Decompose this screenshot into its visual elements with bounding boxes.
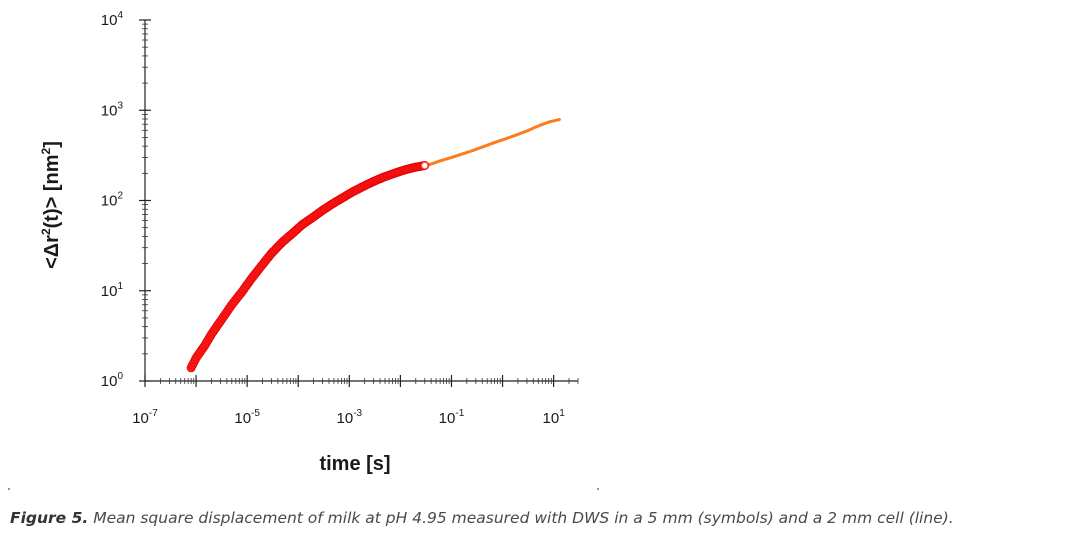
y-tick-exp: 1 <box>117 281 123 292</box>
y-axis-title-sup2: 2 <box>39 147 53 154</box>
series-line-2mm <box>423 118 561 168</box>
x-tick-base: 10 <box>543 410 560 427</box>
x-tick-exp: -7 <box>149 408 158 419</box>
caption-text: Mean square displacement of milk at pH 4… <box>88 509 954 527</box>
y-axis-title-pre: <Δr <box>41 235 63 269</box>
y-axis-title-end: ] <box>41 141 63 148</box>
x-axis-title: time [s] <box>319 453 390 475</box>
y-tick-exp: 0 <box>117 371 123 382</box>
x-tick-base: 10 <box>439 410 456 427</box>
x-tick-label: 101 <box>543 408 566 427</box>
x-tick-label: 10-3 <box>337 408 363 427</box>
y-tick-label: 103 <box>101 100 124 119</box>
chart-background <box>0 0 1071 500</box>
y-tick-label: 102 <box>101 191 124 210</box>
x-tick-exp: -3 <box>353 408 362 419</box>
x-tick-base: 10 <box>234 410 251 427</box>
y-axis-title-mid: (t)> [nm <box>41 154 63 228</box>
y-tick-base: 10 <box>101 193 118 210</box>
crop-mark <box>8 488 10 490</box>
caption-label: Figure 5. <box>10 509 89 527</box>
x-tick-label: 10-1 <box>439 408 465 427</box>
y-axis-title-sup: 2 <box>39 228 53 235</box>
y-tick-base: 10 <box>101 283 118 300</box>
y-tick-exp: 4 <box>117 10 123 21</box>
crop-mark <box>597 488 599 490</box>
y-tick-base: 10 <box>101 12 118 29</box>
y-tick-base: 10 <box>101 102 118 119</box>
x-tick-label: 10-5 <box>234 408 260 427</box>
y-tick-label: 101 <box>101 281 124 300</box>
y-tick-exp: 2 <box>117 191 123 202</box>
y-tick-base: 10 <box>101 373 118 390</box>
y-tick-exp: 3 <box>117 100 123 111</box>
y-axis-title: <Δr2(t)> [nm2] <box>39 141 63 269</box>
x-tick-exp: 1 <box>559 408 565 419</box>
chart-axes <box>139 19 579 387</box>
junction-marker <box>421 161 429 170</box>
y-tick-label: 104 <box>101 10 124 29</box>
x-tick-label: 10-7 <box>132 408 158 427</box>
series-layer <box>186 118 561 373</box>
x-tick-exp: -1 <box>455 408 464 419</box>
x-tick-base: 10 <box>132 410 149 427</box>
x-tick-base: 10 <box>337 410 354 427</box>
x-tick-exp: -5 <box>251 408 260 419</box>
figure-caption: Figure 5. Mean square displacement of mi… <box>10 509 954 527</box>
y-tick-label: 100 <box>101 371 124 390</box>
